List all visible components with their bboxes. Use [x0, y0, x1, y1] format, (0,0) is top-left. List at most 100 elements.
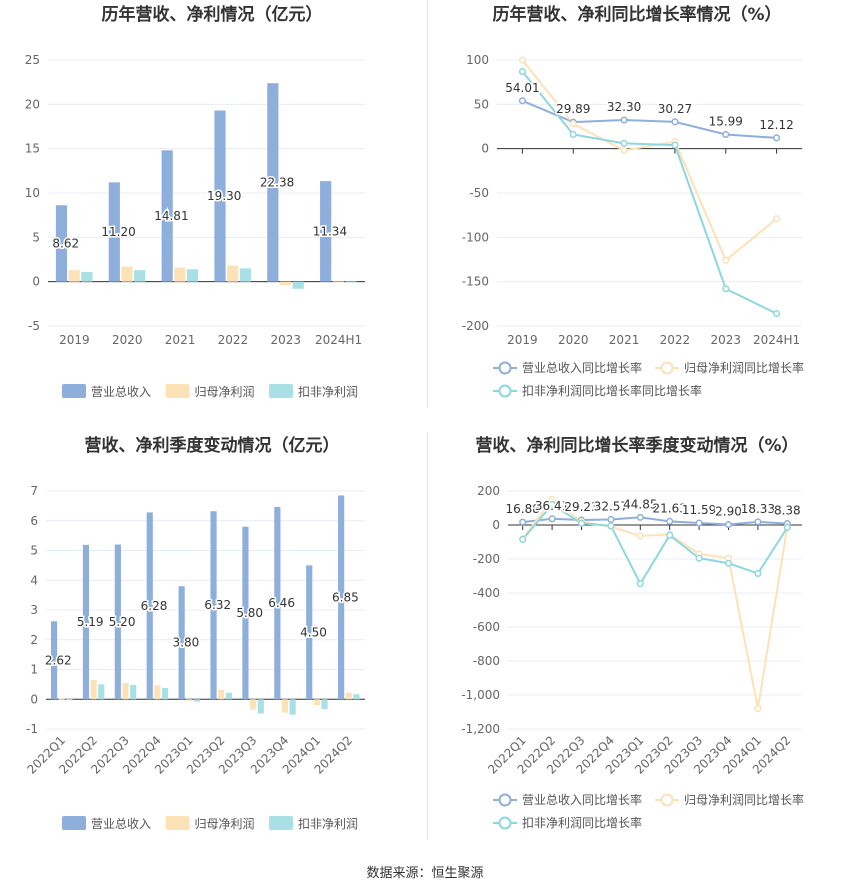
legend-swatch [165, 816, 190, 830]
bar-revenue [146, 512, 153, 700]
legend-label: 营业总收入同比增长率 [522, 360, 642, 375]
series-line [522, 516, 788, 526]
data-point [620, 146, 628, 154]
bar-netprofit [313, 699, 320, 706]
data-label: 15.99 [709, 114, 743, 128]
data-label: 5.80 [236, 606, 263, 620]
y-tick-label: -150 [462, 275, 489, 289]
data-point [518, 97, 526, 105]
y-tick-label: 3 [30, 603, 38, 617]
data-label: 2.90 [715, 505, 742, 519]
data-label: 54.01 [505, 81, 539, 95]
y-tick-label: 4 [30, 573, 38, 587]
data-label: 12.12 [759, 118, 793, 132]
x-tick-label: 2023 [710, 333, 741, 347]
data-point [773, 215, 781, 223]
legend-label: 扣非净利润 [298, 817, 358, 831]
bar-netprofit [122, 682, 129, 700]
series-line [521, 70, 778, 315]
bar-deducted [239, 268, 251, 282]
bar-revenue [114, 544, 121, 700]
bar-deducted [66, 698, 73, 700]
data-point [548, 501, 556, 509]
data-label: 11.20 [101, 225, 135, 239]
y-tick-label: 100 [466, 53, 489, 67]
bar-revenue [338, 495, 345, 700]
y-tick-label: -400 [473, 586, 500, 600]
bar-deducted [225, 692, 232, 700]
y-tick-label: -200 [473, 552, 500, 566]
bar-deducted [161, 687, 169, 700]
quarterly-amounts-chart: 营收、净利季度变动情况（亿元）-1012345672022Q12022Q2202… [24, 435, 365, 831]
bar-revenue [82, 544, 90, 700]
data-label: 21.63 [653, 501, 687, 515]
legend-swatch [62, 384, 86, 398]
data-source-footer: 数据来源：恒生聚源 [366, 866, 484, 881]
series-line [521, 59, 778, 263]
data-label: 29.89 [556, 102, 590, 116]
bar-netprofit [345, 692, 352, 700]
data-point [607, 522, 615, 530]
bar-netprofit [58, 698, 65, 700]
data-label: 30.27 [658, 102, 692, 116]
data-label: 44.85 [623, 497, 657, 511]
x-tick-label: 2019 [507, 333, 538, 347]
annual-growth-chart: 历年营收、净利同比增长率情况（%） -200 -150 -100 -50 0 50 100 20… [462, 4, 804, 398]
y-tick-label: 5 [32, 230, 40, 244]
y-tick-label: 20 [25, 97, 40, 111]
y-tick-label: -5 [28, 319, 40, 333]
x-tick-label: 2019 [59, 333, 90, 347]
data-point [773, 310, 781, 318]
data-point [666, 531, 674, 539]
chart-title: 营收、净利季度变动情况（亿元） [85, 435, 340, 456]
y-tick-label: 2 [30, 633, 38, 647]
y-tick-label: -200 [462, 319, 489, 333]
data-label: 8.38 [774, 504, 801, 518]
bar-deducted [98, 684, 105, 700]
x-tick-label: 2021 [165, 333, 196, 347]
legend-label: 归母净利润 [195, 385, 255, 399]
x-tick-label: 2024H1 [753, 333, 800, 347]
x-tick-label: 2021 [609, 333, 640, 347]
y-tick-label: 6 [30, 514, 38, 528]
bar-deducted [81, 271, 93, 282]
bar-netprofit [218, 689, 225, 700]
quarterly-amounts-panel: 营收、净利季度变动情况（亿元） -1 0 1 2 3 4 5 6 7 2022Q1 2022Q2 202… [0, 430, 425, 860]
bar-netprofit [250, 699, 257, 710]
data-point [783, 524, 791, 532]
bar-deducted [289, 699, 296, 715]
bar-netprofit [154, 685, 161, 700]
bar-revenue [320, 181, 332, 282]
data-point [636, 580, 644, 588]
legend-label: 归母净利润 [195, 817, 255, 831]
bar-deducted [186, 269, 199, 282]
panel-divider [427, 0, 428, 408]
data-label: 6.85 [332, 590, 359, 604]
data-label: 22.38 [260, 175, 294, 189]
data-label: 11.59 [682, 503, 716, 517]
legend-swatch [269, 816, 293, 830]
data-point [569, 120, 577, 128]
data-point [518, 56, 526, 64]
y-tick-label: 0 [481, 142, 489, 156]
bar-revenue [50, 621, 58, 700]
bar-revenue [242, 526, 249, 700]
data-label: 5.20 [109, 615, 136, 629]
data-point [722, 285, 730, 293]
bar-deducted [321, 699, 328, 710]
data-point [569, 130, 577, 139]
legend-marker [660, 793, 674, 807]
data-label: 5.19 [77, 615, 104, 629]
series-line [522, 99, 777, 139]
y-tick-label: -1 [26, 722, 38, 736]
y-tick-label: -1,200 [461, 722, 500, 736]
data-point [671, 141, 679, 149]
bar-revenue [274, 507, 281, 700]
panel-divider [427, 432, 428, 840]
bar-deducted [193, 699, 201, 702]
data-point [636, 513, 644, 521]
bar-netprofit [68, 270, 80, 282]
x-tick-label: 2022 [218, 333, 249, 347]
bar-revenue [214, 110, 226, 282]
data-point [620, 139, 628, 147]
